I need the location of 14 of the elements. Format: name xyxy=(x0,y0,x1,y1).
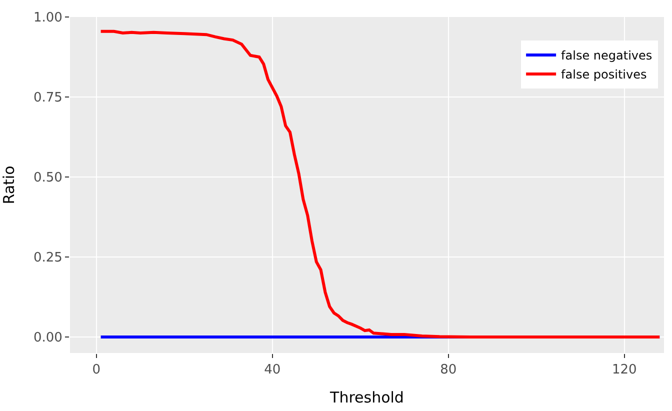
x-axis-title: Threshold xyxy=(329,388,404,407)
y-tick-label: 0.75 xyxy=(33,90,62,106)
y-tick-label: 0.25 xyxy=(33,250,62,266)
x-tick-label: 120 xyxy=(612,362,637,378)
y-axis-title: Ratio xyxy=(0,166,18,204)
line-series xyxy=(99,30,662,338)
x-tick-label: 80 xyxy=(440,362,457,378)
legend-label: false negatives xyxy=(561,48,652,63)
x-tick-label: 40 xyxy=(264,362,281,378)
y-tick-label: 0.00 xyxy=(33,330,62,346)
y-tick-label: 0.50 xyxy=(33,170,62,186)
x-tick-label: 0 xyxy=(92,362,101,378)
y-tick-label: 1.00 xyxy=(33,10,62,26)
legend-label: false positives xyxy=(561,68,647,82)
